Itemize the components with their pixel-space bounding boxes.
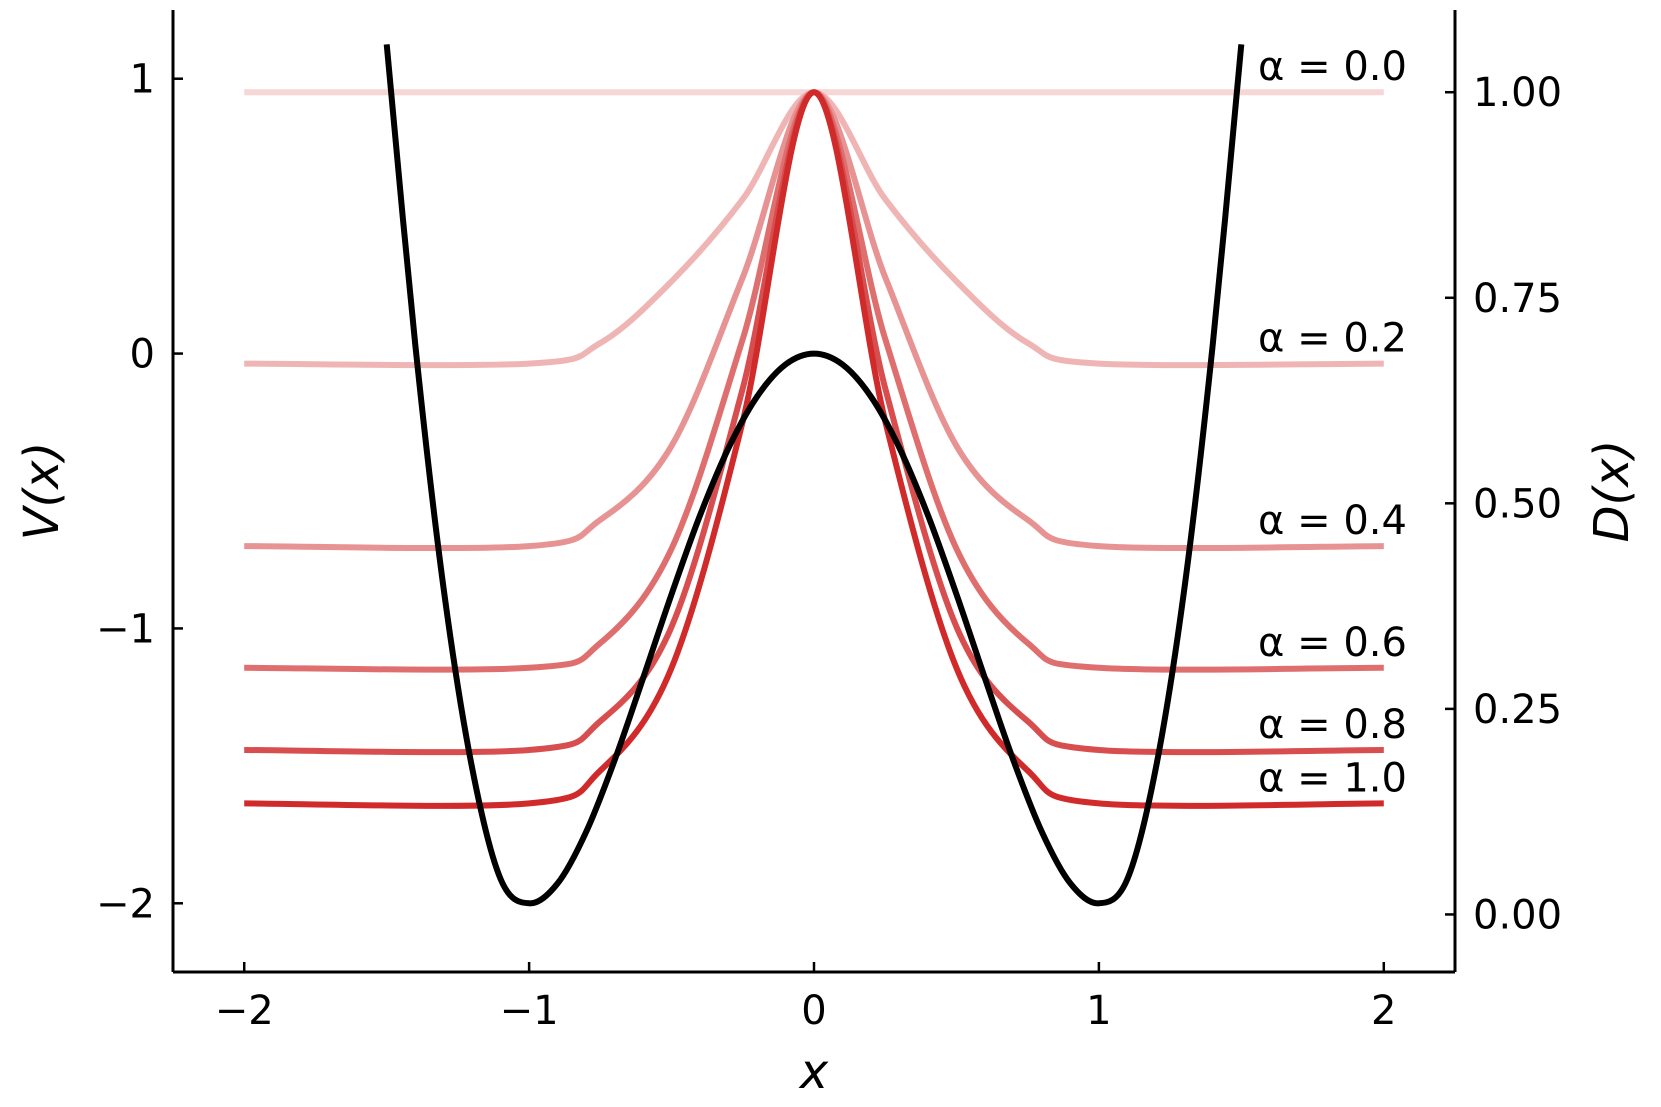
x-tick-label: 0 xyxy=(801,988,826,1034)
series-label-alpha-1: α = 0.2 xyxy=(1258,316,1407,362)
left-y-tick-label: 1 xyxy=(130,57,155,103)
plot-area xyxy=(244,44,1384,907)
right-y-tick-label: 0.00 xyxy=(1473,892,1562,938)
series-label-alpha-4: α = 0.8 xyxy=(1258,702,1407,748)
right-y-tick-label: 1.00 xyxy=(1473,70,1562,116)
x-tick-label: 1 xyxy=(1086,988,1111,1034)
series-labels: α = 0.0 α = 0.2 α = 0.4 α = 0.6 α = 0.8 α = 1… xyxy=(1258,44,1407,801)
x-tick-label: −2 xyxy=(215,988,274,1034)
left-y-tick-label: −1 xyxy=(96,606,155,652)
right-y-axis-title: D(x) xyxy=(1584,440,1640,543)
ticks: −2 −1 0 1 2 −2 −1 0 1 0.00 0.25 0.50 0.75 1.00 xyxy=(96,57,1562,1034)
right-y-tick-label: 0.50 xyxy=(1473,481,1562,527)
left-y-tick-label: −2 xyxy=(96,881,155,927)
x-tick-label: 2 xyxy=(1371,988,1396,1034)
series-label-alpha-5: α = 1.0 xyxy=(1258,755,1407,801)
right-y-tick-label: 0.75 xyxy=(1473,276,1562,322)
series-line-alpha-3 xyxy=(244,89,1384,673)
axes-frame xyxy=(171,10,1457,974)
x-tick-label: −1 xyxy=(500,988,559,1034)
series-label-alpha-0: α = 0.0 xyxy=(1258,44,1407,90)
potential-line xyxy=(383,44,1245,907)
series-line-alpha-4 xyxy=(244,89,1384,756)
x-axis-title: x xyxy=(798,1044,829,1100)
left-y-tick-label: 0 xyxy=(130,332,155,378)
left-y-axis-title: V(x) xyxy=(14,442,70,541)
series-label-alpha-3: α = 0.6 xyxy=(1258,620,1407,666)
series-line-alpha-5 xyxy=(244,89,1384,809)
right-y-tick-label: 0.25 xyxy=(1473,687,1562,733)
series-label-alpha-2: α = 0.4 xyxy=(1258,498,1407,544)
